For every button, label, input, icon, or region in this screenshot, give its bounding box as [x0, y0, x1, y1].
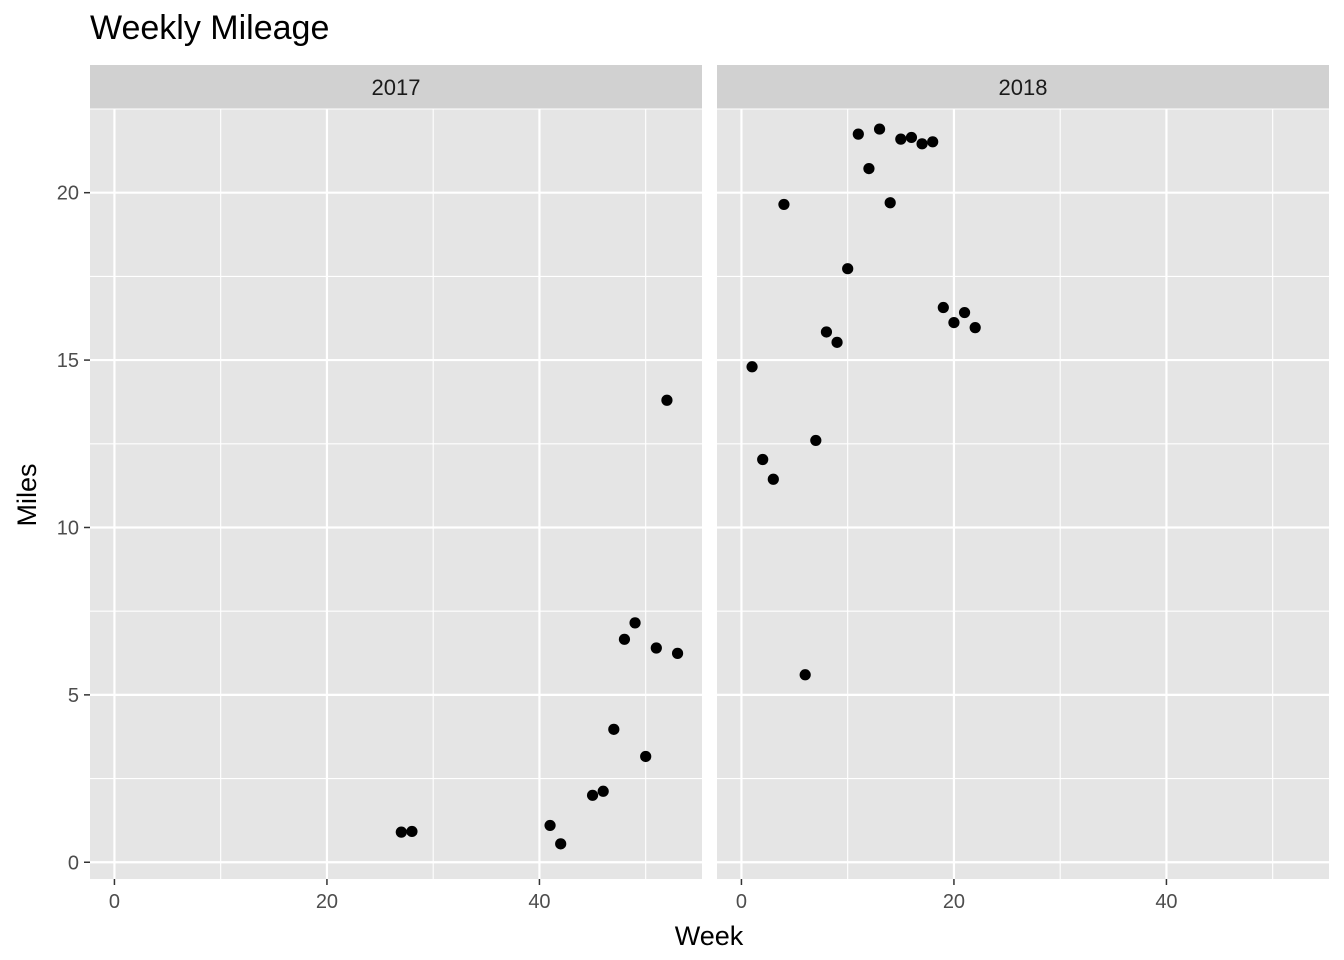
x-tick-label: 20 — [943, 891, 965, 913]
chart-title: Weekly Mileage — [90, 9, 329, 47]
gridlines — [90, 108, 702, 879]
x-tick-label: 0 — [109, 891, 120, 913]
y-tick-label: 5 — [68, 685, 79, 707]
y-tick-label: 0 — [68, 852, 79, 874]
data-point — [852, 128, 864, 140]
facet-strip-label: 2017 — [372, 75, 421, 100]
data-point — [958, 306, 971, 319]
x-tick-label: 20 — [316, 891, 338, 913]
data-points — [395, 394, 684, 850]
facet-panel-2018: 2018 — [717, 65, 1329, 879]
data-point — [661, 394, 673, 406]
data-point — [873, 123, 886, 135]
data-point — [884, 197, 896, 209]
data-point — [544, 819, 556, 832]
data-point — [916, 138, 928, 150]
data-point — [778, 198, 790, 211]
data-point — [969, 322, 981, 334]
data-point — [618, 633, 631, 645]
panel-background — [90, 109, 702, 879]
data-points — [746, 123, 981, 681]
y-tick-label: 15 — [57, 350, 79, 372]
data-point — [746, 361, 758, 373]
x-tick-label: 40 — [528, 891, 550, 913]
data-point — [555, 838, 567, 850]
data-point — [927, 136, 939, 148]
facet-strip-label: 2018 — [999, 75, 1048, 100]
data-point — [406, 825, 418, 838]
data-point — [757, 453, 769, 466]
data-point — [597, 785, 609, 797]
data-point — [395, 826, 407, 838]
facet-panels: 2017 2018 — [90, 65, 1329, 879]
x-axis-2017: 0 20 40 — [109, 879, 551, 913]
x-axis-title: Week — [675, 921, 744, 951]
data-point — [810, 434, 822, 447]
data-point — [799, 669, 811, 681]
facet-panel-2017: 2017 — [90, 65, 702, 879]
data-point — [842, 263, 854, 275]
y-axis-title: Miles — [12, 463, 42, 526]
facet-strip — [90, 65, 702, 109]
data-point — [586, 789, 599, 801]
x-tick-label: 40 — [1155, 891, 1177, 913]
data-point — [820, 326, 833, 338]
x-axis-2018: 0 20 40 — [736, 879, 1178, 913]
data-point — [948, 316, 960, 329]
y-tick-label: 20 — [57, 183, 79, 205]
data-point — [650, 642, 662, 654]
x-tick-label: 0 — [736, 891, 747, 913]
data-point — [767, 473, 779, 485]
data-point — [937, 301, 949, 314]
data-point — [863, 162, 875, 175]
x-axes: 0 20 40 0 20 40 — [109, 879, 1178, 913]
y-axis: 0 5 10 15 20 — [57, 183, 90, 874]
facet-strip — [717, 65, 1329, 109]
data-point — [831, 336, 843, 348]
data-point — [895, 133, 907, 145]
panel-background — [717, 109, 1329, 879]
data-point — [640, 750, 652, 763]
gridlines — [717, 108, 1329, 879]
data-point — [629, 617, 641, 629]
y-tick-label: 10 — [57, 517, 79, 539]
data-point — [671, 647, 684, 659]
data-point — [905, 131, 918, 144]
data-point — [608, 723, 620, 735]
